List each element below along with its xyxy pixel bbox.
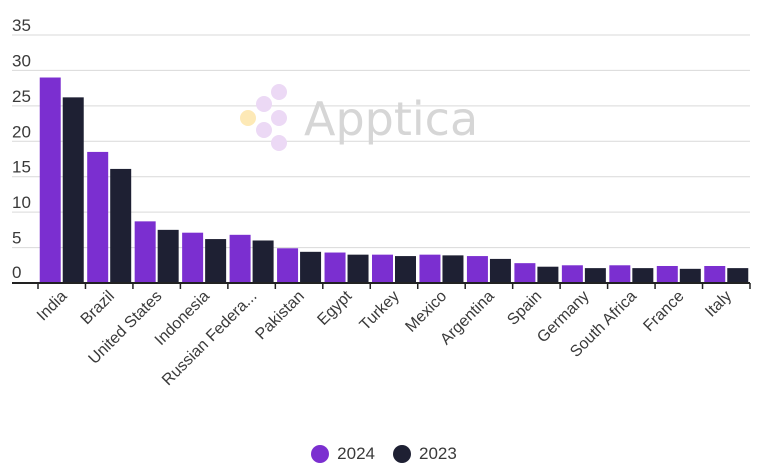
bar-2024-mexico[interactable] (419, 254, 441, 283)
y-tick-label: 20 (12, 122, 31, 141)
apptica-logo-icon (240, 84, 287, 151)
bar-2023-italy[interactable] (727, 268, 749, 283)
legend: 2024 2023 (0, 444, 768, 464)
bar-2024-egypt[interactable] (324, 252, 346, 283)
bar-2023-mexico[interactable] (442, 255, 464, 283)
bar-2023-argentina[interactable] (489, 258, 511, 283)
bar-2024-russian-federa-[interactable] (229, 234, 251, 283)
y-tick-label: 35 (12, 16, 31, 35)
bar-2024-spain[interactable] (514, 263, 536, 283)
bar-2023-south-africa[interactable] (632, 268, 654, 283)
bar-2023-pakistan[interactable] (300, 251, 322, 283)
x-category-label: Spain (504, 288, 545, 329)
y-tick-label: 25 (12, 87, 31, 106)
x-category-label: Pakistan (252, 288, 307, 343)
y-tick-label: 30 (12, 51, 31, 70)
x-category-label: Turkey (357, 288, 403, 334)
x-axis-ticks (37, 283, 751, 289)
x-category-label: Italy (702, 288, 735, 321)
bar-2023-united-states[interactable] (157, 229, 179, 283)
bar-2023-france[interactable] (679, 268, 701, 283)
bar-2023-spain[interactable] (537, 266, 559, 283)
bar-2024-india[interactable] (39, 77, 61, 283)
grid-lines (12, 34, 750, 249)
legend-swatch-2024 (311, 445, 330, 463)
watermark-text: Apptica (304, 92, 478, 146)
bar-2023-india[interactable] (62, 97, 84, 284)
legend-item-2024[interactable]: 2024 (311, 444, 375, 464)
y-tick-label: 5 (12, 229, 21, 248)
y-tick-label: 15 (12, 158, 31, 177)
bar-2024-united-states[interactable] (134, 221, 156, 283)
legend-label-2024: 2024 (337, 444, 375, 463)
bar-2023-germany[interactable] (584, 268, 606, 283)
bar-2024-italy[interactable] (704, 265, 726, 283)
apptica-watermark: Apptica (240, 84, 478, 151)
bar-2024-turkey[interactable] (372, 254, 393, 283)
bar-2024-pakistan[interactable] (277, 248, 299, 283)
legend-swatch-2023 (393, 445, 411, 463)
bar-2023-russian-federa-[interactable] (252, 240, 274, 283)
bar-2023-indonesia[interactable] (205, 239, 227, 283)
x-category-label: Egypt (314, 287, 355, 328)
bar-chart: Apptica 0 5 10 15 20 25 30 35 India BrazilUnited… (12, 16, 751, 389)
bar-2024-indonesia[interactable] (182, 232, 204, 283)
x-category-label: France (640, 288, 687, 335)
x-category-label: Mexico (402, 288, 450, 336)
y-axis-ticks: 0 5 10 15 20 25 30 35 (12, 16, 31, 282)
bar-2024-argentina[interactable] (466, 256, 488, 283)
bar-2024-germany[interactable] (561, 265, 583, 283)
y-tick-label: 0 (12, 263, 21, 282)
legend-label-2023: 2023 (419, 444, 457, 463)
bars (39, 77, 749, 284)
x-category-label: India (34, 288, 71, 325)
bar-2023-brazil[interactable] (110, 168, 132, 283)
bar-2024-france[interactable] (656, 265, 678, 283)
legend-item-2023[interactable]: 2023 (393, 444, 457, 464)
bar-2024-south-africa[interactable] (609, 265, 631, 283)
bar-2023-egypt[interactable] (347, 254, 369, 283)
x-category-label: Brazil (78, 288, 118, 328)
bar-2024-brazil[interactable] (87, 151, 109, 283)
y-tick-label: 10 (12, 193, 31, 212)
bar-2023-turkey[interactable] (395, 256, 416, 283)
